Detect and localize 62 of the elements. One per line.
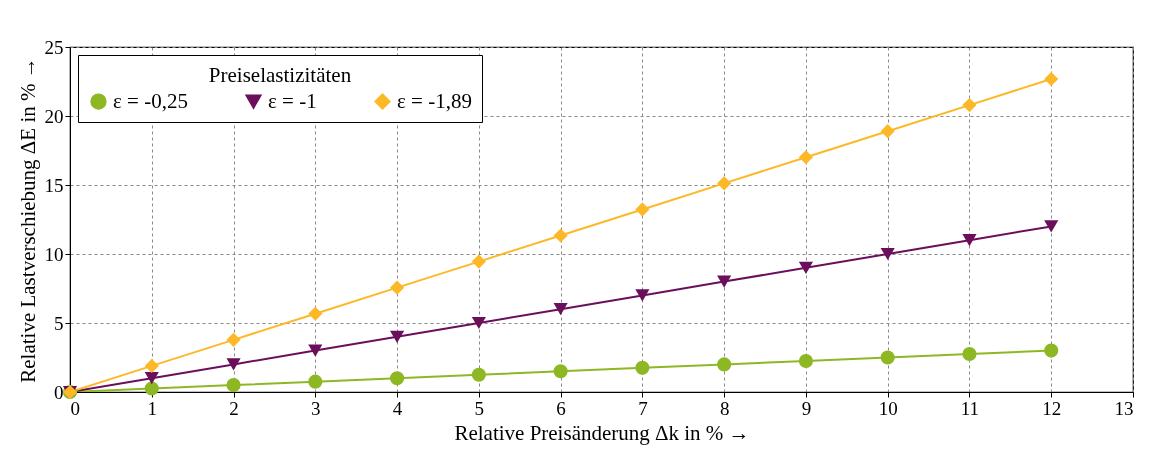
legend-title: Preiselastizitäten — [208, 63, 352, 87]
x-tick-label: 6 — [556, 397, 566, 419]
point — [798, 353, 813, 369]
y-tick-label: 10 — [44, 243, 64, 265]
point — [553, 303, 568, 316]
x-tick-label: 12 — [1042, 397, 1062, 419]
point — [635, 289, 650, 302]
x-tick-label: 0 — [70, 397, 80, 419]
point — [635, 360, 650, 375]
point — [308, 374, 323, 389]
point — [717, 275, 732, 288]
point — [144, 381, 159, 396]
point — [390, 371, 405, 386]
point — [144, 358, 159, 373]
x-tick-label: 10 — [878, 397, 898, 419]
x-tick-label: 5 — [474, 397, 485, 419]
point — [226, 358, 241, 371]
x-tick-label: 7 — [638, 397, 648, 419]
x-tick-label: 8 — [719, 397, 730, 419]
legend-label: ε = -1 — [268, 88, 317, 113]
y-axis-title: Relative Lastverschiebung ΔE in % → — [15, 57, 40, 383]
point — [880, 350, 895, 365]
x-tick-label: 2 — [229, 397, 239, 419]
point — [144, 372, 159, 385]
x-tick-label: 3 — [311, 397, 321, 419]
point — [962, 98, 977, 113]
x-tick-label: 9 — [801, 397, 812, 419]
point — [798, 150, 813, 165]
point — [880, 247, 895, 261]
y-tick-label: 15 — [44, 174, 64, 196]
point — [471, 367, 486, 382]
point — [390, 280, 405, 295]
y-tick-label: 5 — [54, 312, 64, 334]
point — [553, 364, 568, 379]
point — [553, 228, 568, 243]
point — [308, 306, 323, 321]
point — [717, 357, 732, 372]
point — [390, 330, 405, 343]
point — [635, 202, 650, 217]
x-tick-label: 4 — [392, 397, 403, 419]
point — [1044, 71, 1059, 87]
point — [798, 261, 813, 274]
y-tick-label: 0 — [54, 381, 64, 403]
point — [1044, 220, 1059, 233]
point — [962, 234, 977, 247]
y-tick-label: 20 — [44, 105, 64, 127]
x-tick-label: 13 — [1114, 397, 1134, 419]
point — [226, 332, 241, 347]
x-tick-label: 11 — [960, 397, 980, 419]
point — [880, 124, 895, 139]
x-tick-label: 1 — [147, 397, 158, 419]
point — [1044, 343, 1059, 358]
legend-label: ε = -0,25 — [113, 88, 188, 113]
point — [226, 378, 241, 393]
y-tick-label: 25 — [44, 36, 64, 58]
legend-label: ε = -1,89 — [397, 88, 472, 113]
point — [308, 344, 323, 357]
point — [962, 346, 977, 362]
point — [471, 316, 486, 330]
point — [717, 176, 732, 191]
x-axis-title: Relative Preisänderung Δk in % → — [454, 420, 750, 445]
point — [471, 254, 486, 269]
